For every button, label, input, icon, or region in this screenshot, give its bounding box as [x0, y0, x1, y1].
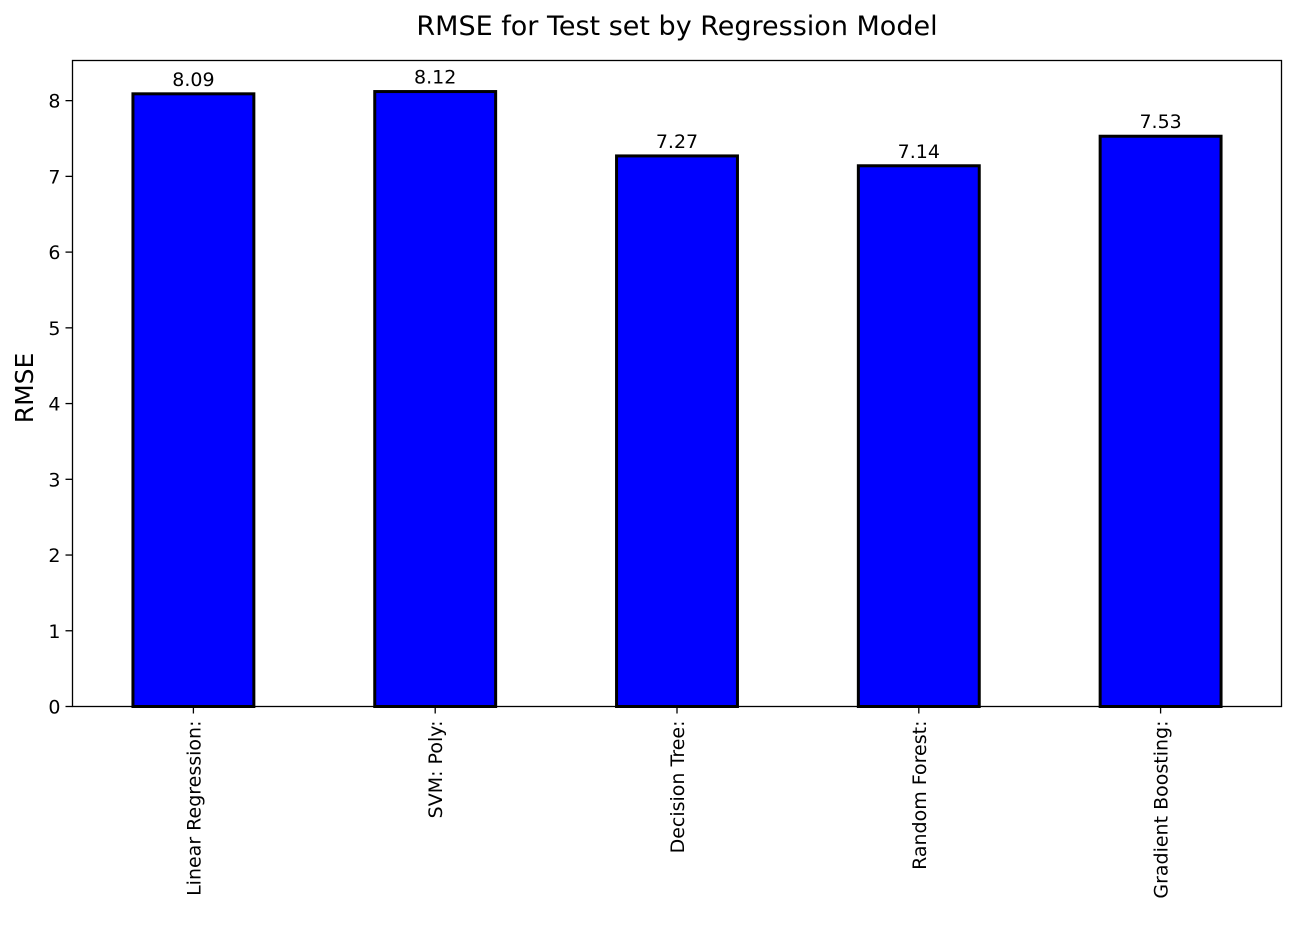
bar-value-label: 7.27 [656, 131, 698, 153]
chart-title: RMSE for Test set by Regression Model [416, 11, 937, 42]
bars-group [131, 90, 1223, 708]
bar-value-label: 8.09 [172, 69, 214, 91]
bar-value-label: 8.12 [414, 67, 456, 89]
y-tick-label: 3 [48, 469, 60, 491]
y-axis-label: RMSE [10, 353, 39, 424]
bar-value-label: 7.14 [898, 141, 940, 163]
y-tick-label: 2 [48, 545, 60, 567]
y-tick-label: 1 [48, 621, 60, 643]
x-tick-label: Decision Tree: [667, 721, 689, 854]
y-tick-label: 8 [48, 91, 60, 113]
x-tick-label: Gradient Boosting: [1151, 721, 1173, 899]
bar [615, 154, 739, 708]
y-tick-label: 7 [48, 166, 60, 188]
bar [373, 90, 498, 708]
y-tick-label: 6 [48, 242, 60, 264]
bar [856, 164, 981, 708]
bar [131, 92, 256, 708]
x-tick-label: SVM: Poly: [425, 721, 447, 819]
plot-area-frame [71, 59, 1283, 708]
data-labels-group: 8.09 8.12 7.27 7.14 7.53 [172, 67, 1182, 163]
y-tick-label: 0 [48, 697, 60, 719]
bar [1098, 134, 1223, 708]
x-axis: Linear Regression: SVM: Poly: Decision Tre… [183, 706, 1173, 899]
bar-value-label: 7.53 [1139, 111, 1181, 133]
x-tick-label: Random Forest: [909, 721, 931, 870]
y-tick-label: 5 [48, 318, 60, 340]
y-axis: 0 1 2 3 4 5 6 7 8 [48, 91, 73, 719]
y-tick-label: 4 [48, 394, 60, 416]
x-tick-label: Linear Regression: [183, 721, 205, 896]
